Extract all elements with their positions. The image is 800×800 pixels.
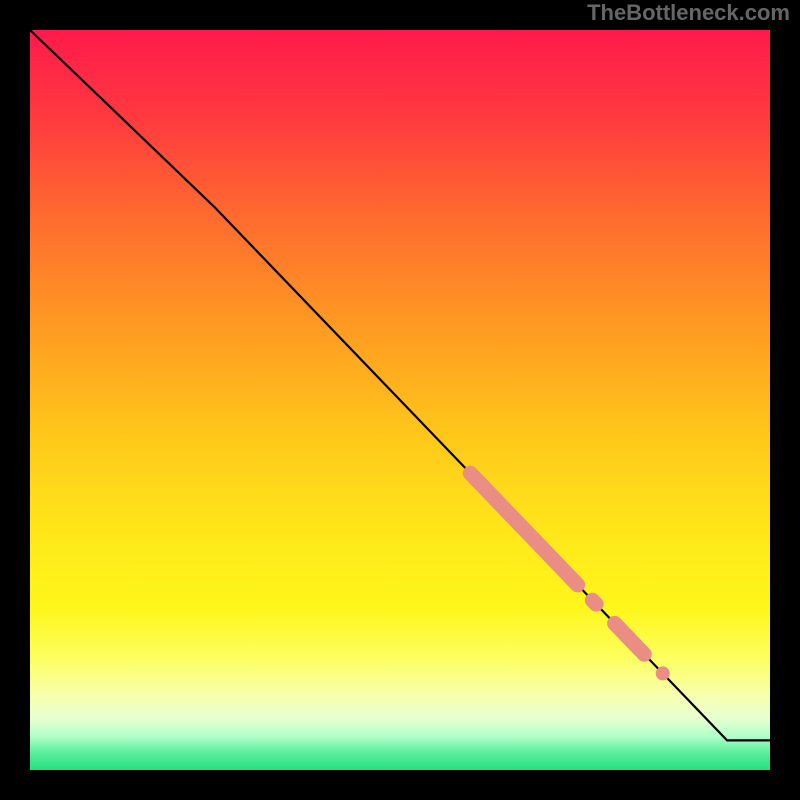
chart-svg (0, 0, 800, 800)
overlay-segment-1 (592, 600, 596, 604)
chart-container: TheBottleneck.com (0, 0, 800, 800)
watermark-text: TheBottleneck.com (587, 0, 790, 26)
overlay-dot-0 (656, 666, 670, 680)
